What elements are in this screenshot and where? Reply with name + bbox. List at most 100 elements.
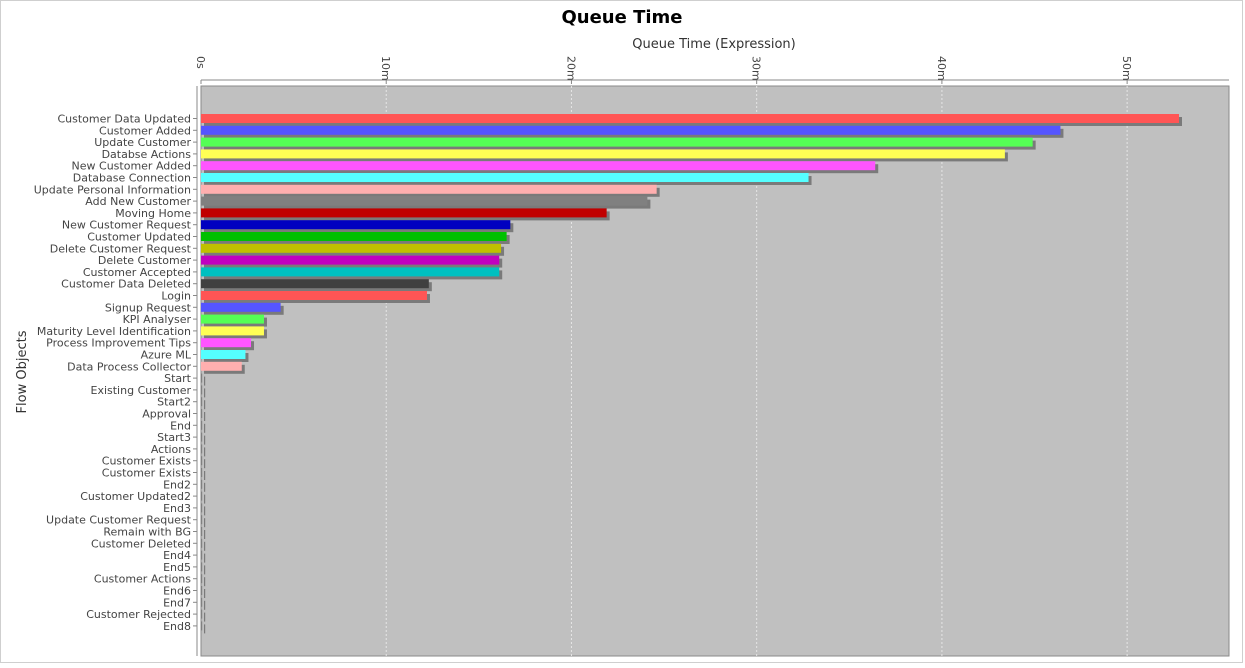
bar-shadow bbox=[204, 388, 206, 398]
category-label: Process Improvement Tips bbox=[46, 337, 191, 350]
x-axis-title: Queue Time (Expression) bbox=[632, 37, 796, 52]
bar-shadow bbox=[204, 459, 206, 469]
category-label: Moving Home bbox=[115, 207, 191, 220]
bar-shadow bbox=[204, 565, 206, 575]
bar bbox=[201, 149, 1005, 159]
x-axis: 0s 10m 20m 30m 40m 50m bbox=[194, 56, 1229, 84]
category-label: Customer Actions bbox=[94, 573, 191, 586]
bar-shadow bbox=[204, 412, 206, 421]
bar bbox=[201, 173, 809, 182]
category-label: Customer Updated2 bbox=[80, 490, 191, 503]
bar bbox=[201, 338, 252, 348]
category-label: End bbox=[170, 419, 191, 432]
bar bbox=[201, 302, 281, 312]
category-label: Update Customer bbox=[94, 136, 191, 149]
bar bbox=[201, 479, 203, 489]
bar bbox=[201, 550, 203, 560]
bar-shadow bbox=[204, 494, 206, 504]
category-label: Start3 bbox=[157, 431, 191, 444]
category-label: Approval bbox=[142, 408, 191, 421]
bar bbox=[201, 409, 203, 418]
bar-shadow bbox=[204, 530, 206, 539]
category-label: Customer Updated bbox=[87, 231, 191, 244]
bar-shadow bbox=[204, 577, 206, 587]
bar bbox=[201, 444, 203, 454]
category-label: Customer Added bbox=[99, 124, 191, 137]
category-label: Signup Request bbox=[105, 301, 192, 314]
bar bbox=[201, 503, 203, 513]
category-label: Customer Accepted bbox=[83, 266, 191, 279]
category-label: Update Personal Information bbox=[34, 183, 191, 196]
bars bbox=[201, 114, 1182, 634]
grid-lines bbox=[385, 86, 1128, 656]
bar bbox=[201, 385, 203, 395]
bar bbox=[201, 208, 607, 218]
bar bbox=[201, 137, 1033, 147]
bar bbox=[201, 562, 203, 572]
category-label: Remain with BG bbox=[103, 526, 191, 539]
bar bbox=[201, 432, 203, 442]
bar bbox=[201, 586, 203, 595]
bar bbox=[201, 291, 427, 300]
bar-shadow bbox=[204, 624, 206, 634]
bar-shadow bbox=[204, 423, 206, 433]
bar bbox=[201, 161, 876, 171]
x-tick-label: 20m bbox=[564, 56, 577, 81]
bar bbox=[201, 267, 500, 277]
bar bbox=[201, 350, 246, 359]
category-label: End3 bbox=[163, 502, 191, 515]
bar bbox=[201, 314, 264, 324]
category-label: Customer Rejected bbox=[86, 608, 191, 621]
bar bbox=[201, 326, 264, 336]
category-label: End7 bbox=[163, 596, 191, 609]
bar-shadow bbox=[204, 589, 206, 598]
bar bbox=[201, 125, 1061, 135]
bar-shadow bbox=[204, 553, 206, 563]
category-label: Start bbox=[164, 372, 192, 385]
bar bbox=[201, 538, 203, 548]
category-label: End4 bbox=[163, 549, 191, 562]
category-label: Actions bbox=[151, 443, 191, 456]
chart-title: Queue Time bbox=[561, 7, 682, 28]
category-label: Customer Exists bbox=[102, 467, 191, 480]
bar-shadow bbox=[204, 400, 206, 410]
x-tick-label: 10m bbox=[379, 56, 392, 81]
x-tick-label: 40m bbox=[935, 56, 948, 81]
category-label: End6 bbox=[163, 585, 191, 598]
category-label: New Customer Added bbox=[72, 160, 191, 173]
category-label: Customer Exists bbox=[102, 455, 191, 468]
bar bbox=[201, 397, 203, 407]
bar bbox=[201, 527, 203, 536]
category-label: Delete Customer bbox=[98, 254, 192, 267]
bar-shadow bbox=[204, 376, 206, 386]
bar bbox=[201, 220, 511, 230]
bar-shadow bbox=[204, 612, 206, 622]
bar bbox=[201, 491, 203, 501]
category-label: Customer Deleted bbox=[91, 537, 191, 550]
bar bbox=[201, 373, 203, 383]
category-label: New Customer Request bbox=[62, 219, 192, 232]
bar bbox=[201, 515, 203, 525]
bar bbox=[201, 184, 657, 194]
category-label: End5 bbox=[163, 561, 191, 574]
bar-shadow bbox=[204, 600, 206, 610]
bar bbox=[201, 114, 1179, 123]
bar bbox=[201, 232, 507, 241]
category-label: End8 bbox=[163, 620, 191, 633]
bar bbox=[201, 468, 203, 477]
category-label: Existing Customer bbox=[91, 384, 192, 397]
x-tick-label: 0s bbox=[194, 56, 207, 69]
category-label: Login bbox=[161, 290, 191, 303]
x-tick-label: 50m bbox=[1120, 56, 1133, 81]
bar bbox=[201, 574, 203, 584]
bar-shadow bbox=[204, 518, 206, 528]
bar bbox=[201, 609, 203, 619]
category-label: Database Connection bbox=[73, 172, 191, 185]
x-tick-label: 30m bbox=[750, 56, 763, 81]
bar bbox=[201, 279, 429, 289]
bar bbox=[201, 621, 203, 631]
bar-shadow bbox=[204, 482, 206, 492]
